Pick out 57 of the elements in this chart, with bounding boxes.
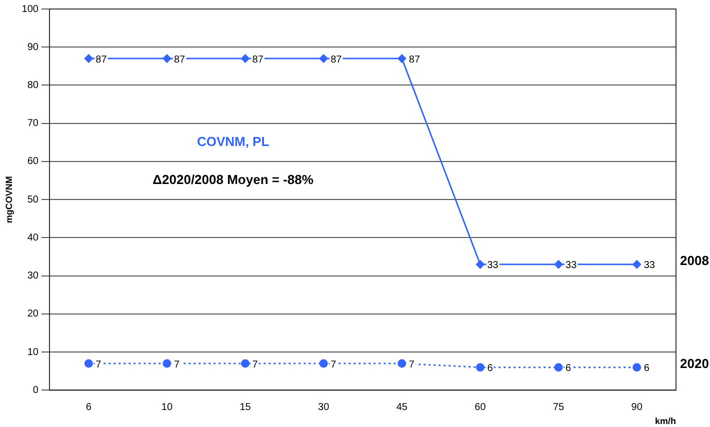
data-label: 87 [408, 54, 420, 66]
y-tick-label: 100 [22, 4, 39, 15]
y-tick-label: 80 [27, 80, 39, 91]
y-tick-label: 0 [32, 384, 39, 396]
data-label: 7 [408, 359, 415, 370]
data-label: 7 [96, 359, 102, 370]
annotation: Δ2020/2008 Moyen = -88% [152, 172, 314, 188]
point [241, 359, 250, 368]
y-tick-label: 50 [27, 194, 39, 206]
data-label: 87 [330, 54, 342, 66]
point [632, 363, 642, 372]
y-tick-label: 30 [27, 270, 39, 282]
x-tick-label: 60 [474, 402, 486, 413]
x-tick-label: 30 [318, 402, 330, 413]
point [554, 260, 563, 269]
x-tick-label: 15 [240, 402, 252, 413]
point [319, 54, 328, 63]
point [162, 359, 172, 368]
text: 2008 [680, 252, 709, 268]
x-tick-label: 10 [161, 402, 173, 413]
x-tick-label: 45 [396, 402, 408, 413]
point [241, 54, 250, 63]
point [84, 359, 93, 368]
data-label: 87 [96, 54, 108, 66]
x-tick-label: 90 [631, 402, 643, 413]
point [476, 363, 484, 372]
y-tick-label: 10 [27, 346, 39, 358]
data-label: 87 [252, 54, 264, 66]
point [84, 54, 93, 63]
data-label: 7 [330, 359, 337, 370]
point [398, 54, 406, 63]
text: 2020 [680, 356, 709, 371]
data-label: 33 [566, 260, 578, 272]
x-axis-title: km/h [654, 416, 676, 426]
x-tick-label: 75 [552, 402, 565, 413]
data-label: 6 [566, 363, 572, 374]
data-label: 6 [644, 363, 650, 374]
point [398, 359, 406, 368]
point [319, 359, 328, 368]
data-label: 87 [174, 54, 186, 66]
y-tick-label: 60 [27, 156, 39, 168]
point [162, 54, 172, 63]
point [476, 260, 484, 269]
text: COVNM, PL [196, 134, 270, 149]
point [554, 363, 563, 372]
data-label: 33 [487, 260, 499, 272]
data-label: 33 [644, 260, 656, 272]
data-label: 6 [487, 363, 494, 374]
data-label: 7 [174, 359, 180, 370]
y-axis-title: mgCOVNM [4, 176, 14, 224]
point [632, 260, 642, 269]
y-tick-label: 40 [27, 232, 39, 244]
y-tick-label: 20 [27, 308, 39, 320]
data-label: 7 [252, 359, 258, 370]
y-tick-label: 90 [27, 42, 39, 53]
y-tick-label: 70 [27, 118, 39, 130]
x-tick-label: 6 [86, 402, 92, 413]
